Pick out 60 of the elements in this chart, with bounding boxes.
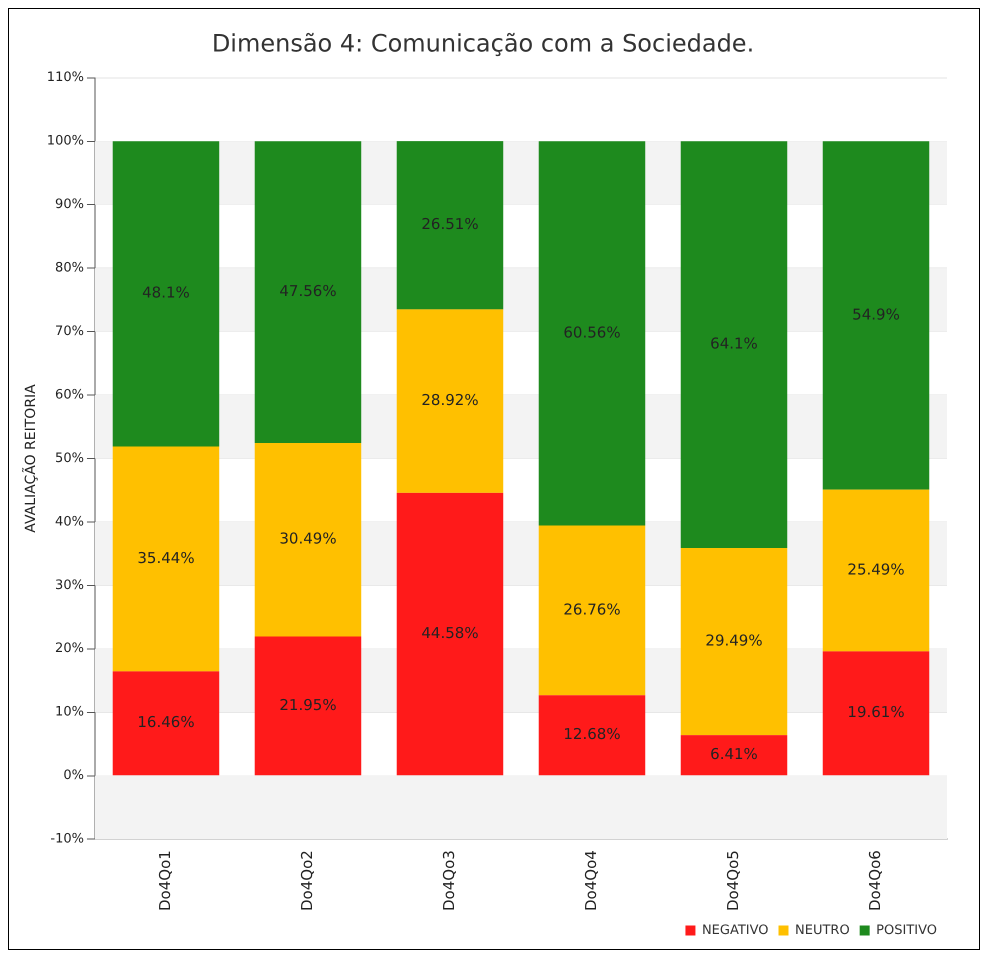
legend-label: NEUTRO bbox=[795, 922, 850, 938]
data-label: 30.49% bbox=[279, 530, 337, 548]
y-tick-label: 40% bbox=[55, 514, 84, 530]
data-label: 54.9% bbox=[852, 305, 900, 324]
y-axis-title: AVALIAÇÃO REITORIA bbox=[22, 384, 40, 533]
y-tick-label: 30% bbox=[55, 578, 84, 593]
data-label: 60.56% bbox=[563, 323, 621, 342]
x-tick-label: Do4Qo6 bbox=[866, 850, 884, 912]
bar bbox=[822, 141, 930, 490]
data-label: 47.56% bbox=[279, 282, 337, 300]
bar bbox=[254, 443, 362, 636]
bar bbox=[538, 141, 646, 526]
bar bbox=[112, 671, 220, 776]
data-label: 44.58% bbox=[421, 624, 479, 642]
y-tick-label: 60% bbox=[55, 387, 84, 402]
y-tick-label: 0% bbox=[63, 768, 84, 784]
y-tick-label: 50% bbox=[55, 450, 84, 466]
y-tick-label: 20% bbox=[55, 641, 84, 656]
y-tick-label: 90% bbox=[55, 197, 84, 212]
x-tick-label: Do4Qo5 bbox=[724, 850, 742, 912]
data-label: 28.92% bbox=[421, 391, 479, 410]
y-tick-label: -10% bbox=[50, 832, 84, 847]
x-tick-label: Do4Qo1 bbox=[156, 850, 174, 912]
bar bbox=[680, 141, 788, 548]
bar bbox=[822, 651, 930, 776]
data-label: 26.51% bbox=[421, 215, 479, 234]
y-tick-label: 80% bbox=[55, 260, 84, 276]
bar bbox=[254, 636, 362, 776]
bar bbox=[112, 141, 220, 446]
data-label: 21.95% bbox=[279, 696, 337, 714]
data-label: 6.41% bbox=[710, 745, 758, 764]
bar bbox=[396, 309, 504, 493]
legend-label: NEGATIVO bbox=[702, 922, 769, 938]
data-label: 12.68% bbox=[563, 725, 621, 744]
data-label: 26.76% bbox=[563, 600, 621, 618]
bar bbox=[680, 548, 788, 736]
data-label: 16.46% bbox=[137, 713, 195, 732]
data-label: 48.1% bbox=[142, 284, 190, 302]
bar bbox=[112, 446, 220, 672]
data-label: 64.1% bbox=[710, 334, 758, 352]
data-label: 35.44% bbox=[137, 548, 195, 567]
data-label: 19.61% bbox=[847, 703, 905, 722]
y-tick-label: 70% bbox=[55, 324, 84, 339]
bar bbox=[822, 490, 930, 652]
y-tick-label: 100% bbox=[46, 134, 84, 149]
chart-title: Dimensão 4: Comunicação com a Sociedade. bbox=[212, 30, 754, 58]
y-tick-label: 10% bbox=[55, 704, 84, 720]
bar bbox=[396, 492, 504, 776]
x-tick-label: Do4Qo3 bbox=[440, 850, 458, 912]
bar bbox=[396, 141, 504, 310]
x-tick-label: Do4Qo4 bbox=[582, 850, 600, 912]
y-tick-label: 110% bbox=[46, 70, 84, 86]
bar bbox=[538, 695, 646, 776]
data-label: 29.49% bbox=[705, 631, 763, 650]
bar bbox=[254, 141, 362, 444]
data-label: 25.49% bbox=[847, 560, 905, 578]
bar bbox=[680, 735, 788, 776]
bar bbox=[538, 526, 646, 696]
legend-label: POSITIVO bbox=[876, 922, 938, 938]
x-tick-label: Do4Qo2 bbox=[298, 850, 316, 912]
